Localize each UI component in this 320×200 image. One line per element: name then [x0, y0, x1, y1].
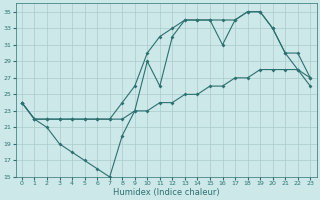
X-axis label: Humidex (Indice chaleur): Humidex (Indice chaleur): [113, 188, 220, 197]
